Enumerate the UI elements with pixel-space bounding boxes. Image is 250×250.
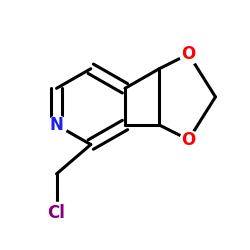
Text: O: O bbox=[182, 45, 196, 63]
Text: Cl: Cl bbox=[48, 204, 66, 222]
Text: N: N bbox=[50, 116, 64, 134]
Text: O: O bbox=[182, 131, 196, 149]
